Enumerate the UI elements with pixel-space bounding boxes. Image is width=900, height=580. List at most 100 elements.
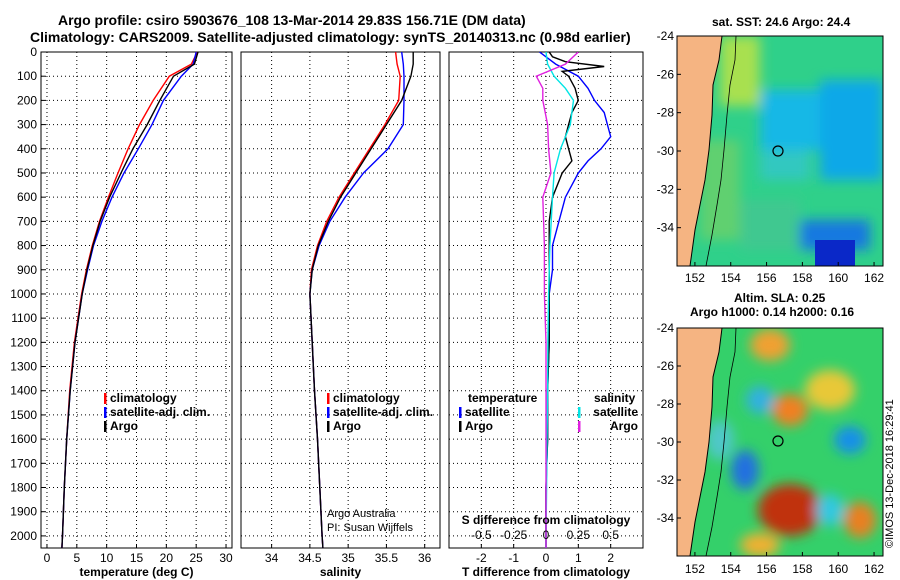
y-tick-label: 800 [17,239,37,253]
y-tick-label: 600 [17,190,37,204]
y-tick-label: 2000 [10,529,37,543]
series-group [309,52,414,548]
series-line-s-satellite [545,52,575,548]
s-tick-label: -0.5 [471,528,492,542]
imos-watermark: ©IMOS 13-Dec-2018 16:29:41 [884,399,896,548]
y-tick-label: 1800 [10,481,37,495]
y-tick-label: -26 [657,67,675,81]
x-tick-label: 36 [418,551,432,565]
series-line-satellite-adj-clim- [309,52,405,548]
s-tick-label: 0 [543,528,550,542]
y-tick-label: -26 [657,359,675,373]
y-tick-label: 1500 [10,408,37,422]
legend-label: Argo [610,419,638,433]
legend-label: Argo [110,419,138,433]
sla-argo-marker [772,435,784,447]
y-tick-label: -28 [657,397,675,411]
legend-label: satellite-adj. clim. [110,405,210,419]
credit-argo-australia: Argo Australia [327,508,396,520]
y-tick-label: -24 [657,29,675,43]
series-group [535,52,612,548]
x-axis-label: T difference from climatology [462,565,630,579]
y-tick-label: -34 [657,511,675,525]
legend-swatch [578,407,581,418]
credit-pi: PI: Susan Wijffels [327,522,413,534]
x-tick-label: 154 [721,562,741,576]
x-tick-label: 158 [792,271,812,285]
legend-label: satellite-adj. clim. [333,405,433,419]
sla-map-title: Altim. SLA: 0.25 [734,291,826,305]
salinity-panel: 34 34.5 35 35.5 36 salinity climatologysatelli… [240,51,441,579]
x-tick-label: 30 [219,551,233,565]
series-line-argo [61,52,199,548]
x-tick-label: 154 [721,271,741,285]
x-tick-label: -1 [508,551,519,565]
s-tick-label: 0.25 [567,528,591,542]
y-tick-label: 900 [17,263,37,277]
x-tick-label: 152 [685,271,705,285]
legend-label: satellite [593,405,638,419]
series-line-satellite-adj-clim- [61,52,197,548]
y-tick-label: 1900 [10,505,37,519]
y-tick-label: 400 [17,142,37,156]
temperature-panel: 0 5 10 15 20 25 30 temperature (deg C) 0 100 200 30… [10,45,233,579]
y-tick-label: 300 [17,118,37,132]
x-tick-label: 5 [73,551,80,565]
x-tick-label: 160 [828,562,848,576]
x-tick-label: 158 [792,562,812,576]
legend-label: climatology [333,391,400,405]
x-tick-label: -2 [476,551,487,565]
series-line-t-satellite [539,52,612,548]
series-line-s-argo [535,52,579,548]
legend-title-temperature: temperature [468,391,538,405]
x-tick-label: 0 [543,551,550,565]
header-line-1: Argo profile: csiro 5903676_108 13-Mar-2… [58,12,526,28]
x-tick-label: 25 [190,551,204,565]
x-tick-label: 156 [757,271,777,285]
s-tick-label: 0.5 [602,528,619,542]
x-axis-label: temperature (deg C) [79,565,193,579]
y-tick-label: 500 [17,166,37,180]
legend-swatch [459,407,462,418]
x-tick-label: 20 [160,551,174,565]
x-tick-label: 35.5 [375,551,399,565]
x-tick-label: 34.5 [298,551,322,565]
x-tick-label: 15 [130,551,144,565]
x-axis-label: salinity [320,565,362,579]
x-tick-label: 162 [864,271,884,285]
legend-title-salinity: salinity [594,391,636,405]
difference-panel: -2 -1 0 1 2T difference from climatology S di… [448,51,644,579]
x-tick-label: 156 [757,562,777,576]
legend-swatch [327,407,330,418]
x-tick-label: 10 [100,551,114,565]
legend-swatch [327,421,330,432]
x-tick-label: 0 [44,551,51,565]
sla-map-subtitle: Argo h1000: 0.14 h2000: 0.16 [690,305,854,319]
legend-swatch [104,421,107,432]
s-axis-label: S difference from climatology [462,513,631,527]
legend-swatch [459,421,462,432]
y-tick-label: 1700 [10,456,37,470]
x-tick-label: 34 [265,551,279,565]
s-tick-label: -0.25 [500,528,528,542]
series-line-climatology [61,52,199,548]
y-tick-label: 1200 [10,335,37,349]
legend-swatch [104,393,107,404]
x-tick-label: 35 [341,551,355,565]
y-tick-label: -28 [657,106,675,120]
x-tick-label: 152 [685,562,705,576]
y-tick-label: 0 [30,45,37,59]
sla-map: Altim. SLA: 0.25 Argo h1000: 0.14 h2000:… [657,291,885,576]
legend-label: climatology [110,391,177,405]
y-tick-label: -30 [657,144,675,158]
series-line-argo [309,52,414,548]
legend-swatch [104,407,107,418]
x-tick-label: 1 [575,551,582,565]
axes-frame [240,51,441,549]
series-group [61,52,199,548]
y-tick-label: 1600 [10,432,37,446]
x-tick-label: 162 [864,562,884,576]
legend-swatch [327,393,330,404]
y-tick-label: 200 [17,93,37,107]
y-tick-label: 700 [17,214,37,228]
